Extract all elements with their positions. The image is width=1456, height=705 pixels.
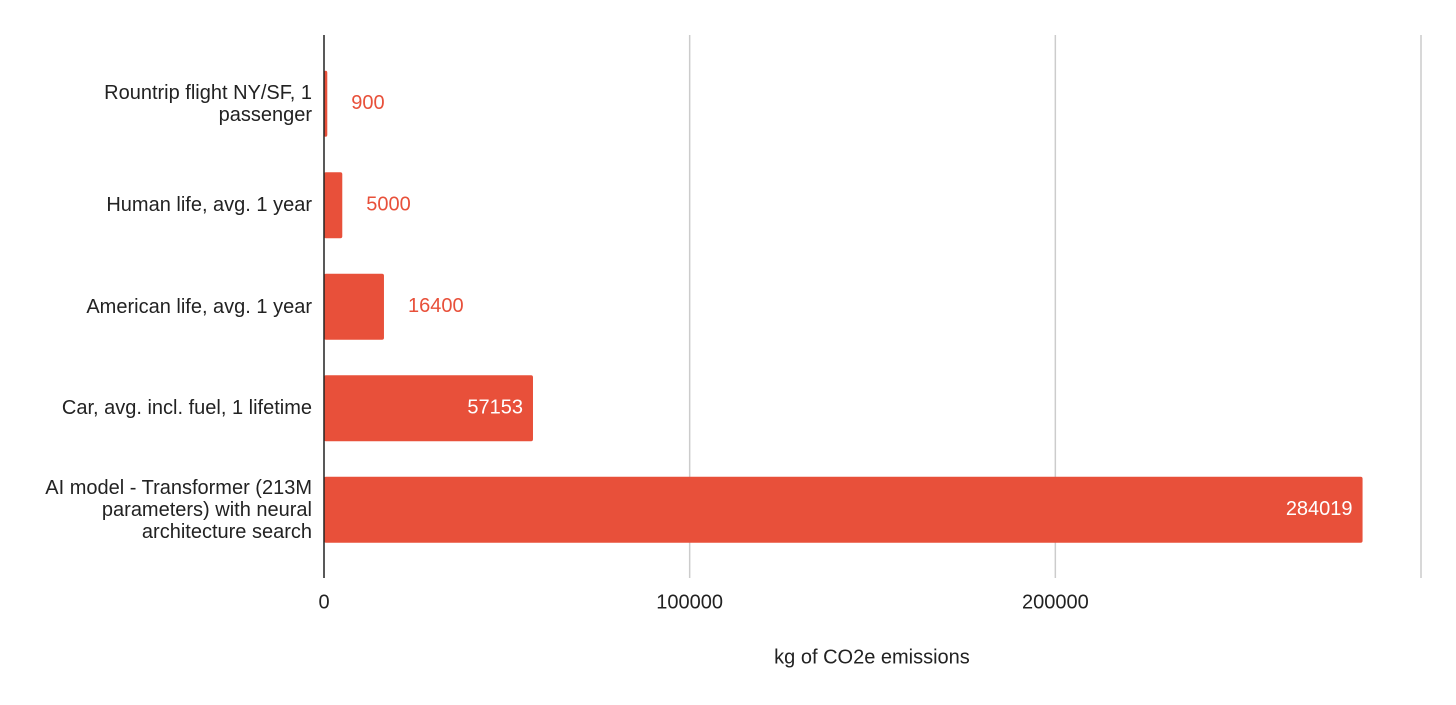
data-label: 284019 xyxy=(1286,498,1353,520)
bar xyxy=(324,375,533,442)
data-label: 900 xyxy=(351,92,384,114)
y-tick-label: Human life, avg. 1 year xyxy=(106,194,312,217)
data-label: 16400 xyxy=(408,295,464,317)
y-tick-label: Rountrip flight NY/SF, 1 passenger xyxy=(104,81,312,126)
x-tick-label: 100000 xyxy=(656,591,723,613)
y-tick-label: AI model - Transformer (213M parameters)… xyxy=(45,476,312,543)
x-axis-label: kg of CO2e emissions xyxy=(774,646,970,668)
bar xyxy=(324,476,1363,543)
x-tick-label: 0 xyxy=(318,591,329,613)
y-tick-label: American life, avg. 1 year xyxy=(86,295,312,318)
data-label: 5000 xyxy=(366,194,411,216)
data-label: 57153 xyxy=(467,397,523,419)
y-tick-label: Car, avg. incl. fuel, 1 lifetime xyxy=(61,397,312,420)
bar xyxy=(324,70,328,137)
x-tick-label: 200000 xyxy=(1022,591,1089,613)
bar xyxy=(324,273,384,340)
bar xyxy=(324,172,343,239)
